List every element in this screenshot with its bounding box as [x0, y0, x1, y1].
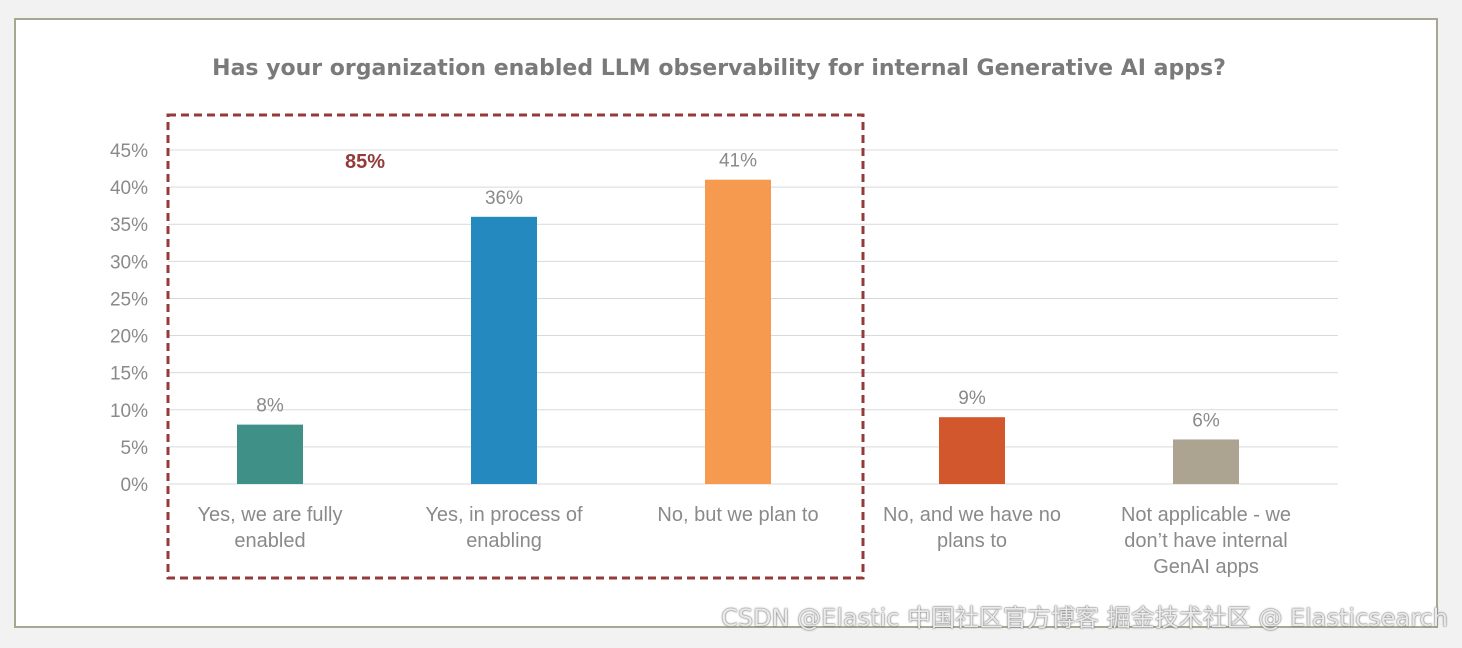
x-tick-label: No, but we plan to	[657, 504, 818, 526]
x-tick-label: Not applicable - we	[1121, 504, 1291, 526]
y-tick-label: 0%	[121, 475, 149, 496]
data-label: 6%	[1192, 410, 1220, 431]
watermark: CSDN @Elastic 中国社区官方博客 掘金技术社区 @ Elastics…	[721, 604, 1448, 632]
data-label: 9%	[958, 388, 986, 409]
bar	[705, 179, 771, 484]
data-label: 41%	[719, 151, 757, 172]
y-tick-label: 15%	[110, 364, 148, 385]
y-tick-label: 35%	[110, 215, 148, 236]
annotation-label: 85%	[345, 151, 385, 173]
x-tick-label: Yes, we are fully	[198, 504, 343, 526]
y-tick-label: 45%	[110, 141, 148, 162]
y-tick-label: 40%	[110, 178, 148, 199]
y-tick-label: 25%	[110, 289, 148, 310]
bar	[939, 417, 1005, 484]
chart-title: Has your organization enabled LLM observ…	[212, 56, 1226, 81]
bar	[471, 216, 537, 485]
x-tick-label: don’t have internal	[1124, 530, 1287, 552]
highlight-box	[166, 113, 865, 580]
x-tick-label: enabling	[466, 530, 542, 552]
data-label: 36%	[485, 188, 523, 209]
x-tick-label: GenAI apps	[1153, 556, 1259, 578]
x-tick-label: enabled	[234, 530, 305, 552]
bar	[1173, 439, 1239, 484]
x-tick-label: No, and we have no	[883, 504, 1061, 526]
y-tick-label: 30%	[110, 252, 148, 273]
x-tick-label: plans to	[937, 530, 1007, 552]
data-label: 8%	[256, 396, 284, 417]
y-tick-label: 20%	[110, 327, 148, 348]
y-tick-label: 10%	[110, 401, 148, 422]
x-tick-label: Yes, in process of	[425, 504, 583, 526]
bar	[237, 424, 303, 484]
y-tick-label: 5%	[121, 438, 149, 459]
